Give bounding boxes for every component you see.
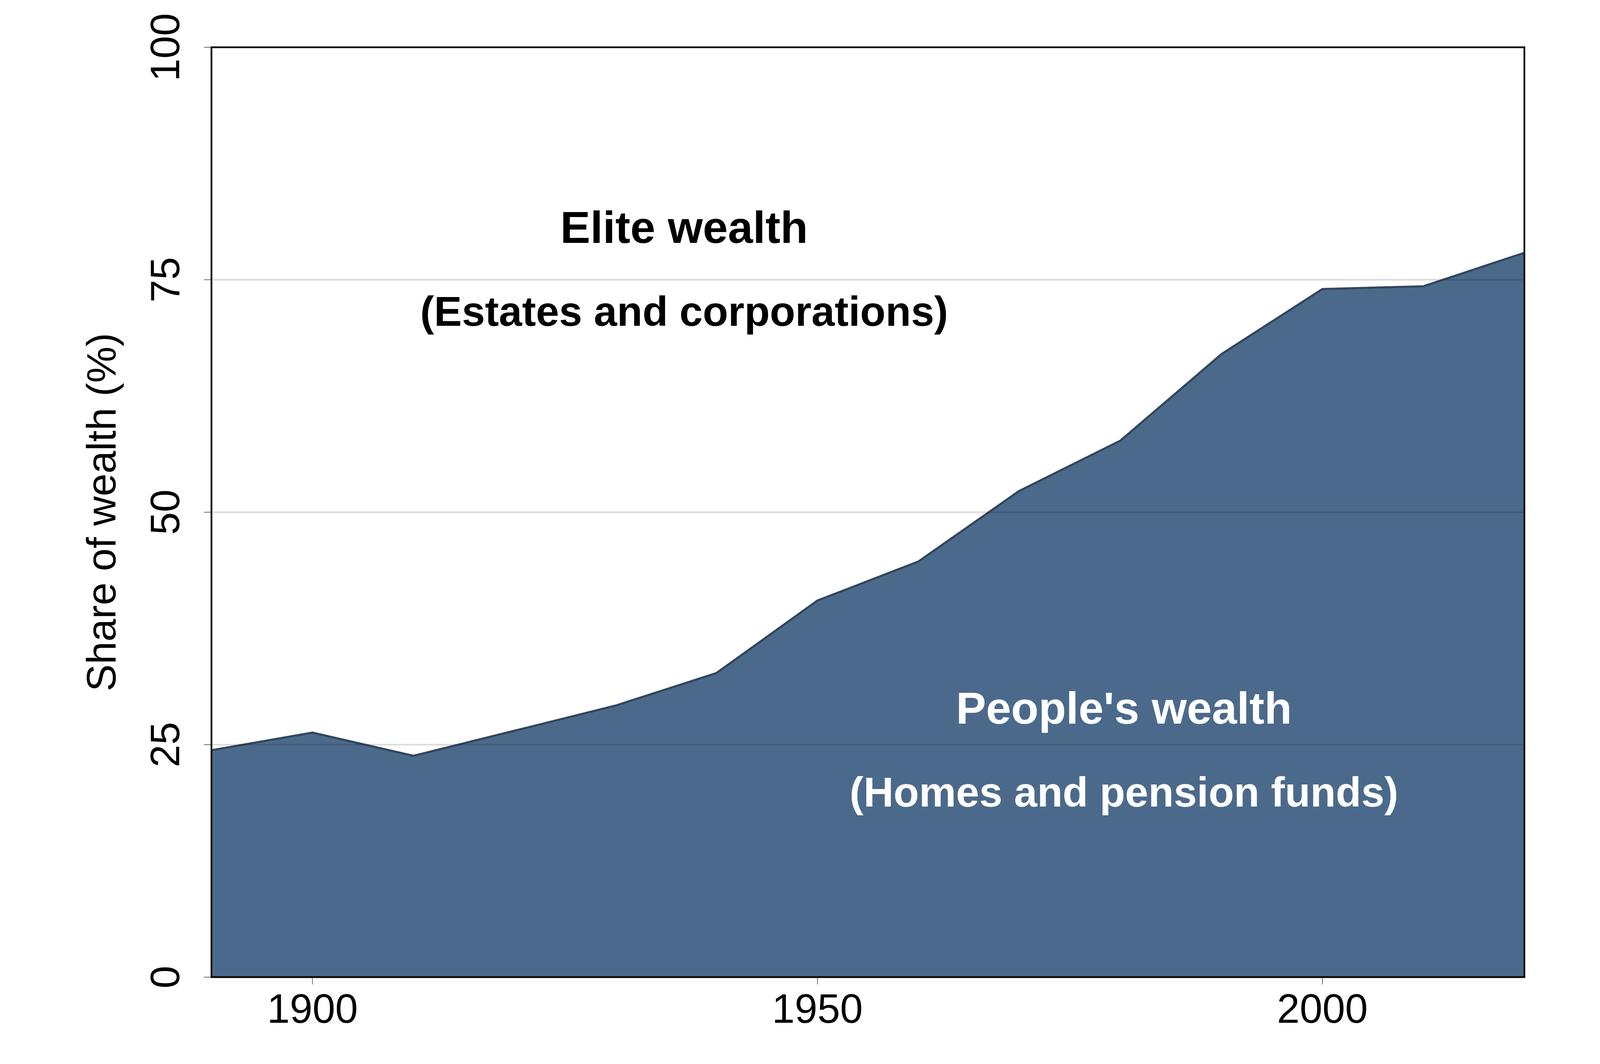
- svg-text:Share of wealth (%): Share of wealth (%): [78, 332, 125, 692]
- svg-text:25: 25: [142, 722, 188, 768]
- svg-text:1900: 1900: [267, 985, 358, 1032]
- svg-text:People's wealth: People's wealth: [955, 682, 1292, 734]
- svg-text:Elite wealth: Elite wealth: [560, 202, 808, 253]
- svg-text:(Estates and corporations): (Estates and corporations): [420, 287, 948, 335]
- svg-text:2000: 2000: [1277, 985, 1368, 1032]
- svg-text:75: 75: [142, 257, 188, 303]
- svg-text:(Homes and pension funds): (Homes and pension funds): [849, 768, 1399, 816]
- svg-text:1950: 1950: [772, 985, 863, 1032]
- svg-text:50: 50: [142, 489, 188, 535]
- svg-text:0: 0: [142, 965, 188, 989]
- svg-text:100: 100: [142, 13, 188, 82]
